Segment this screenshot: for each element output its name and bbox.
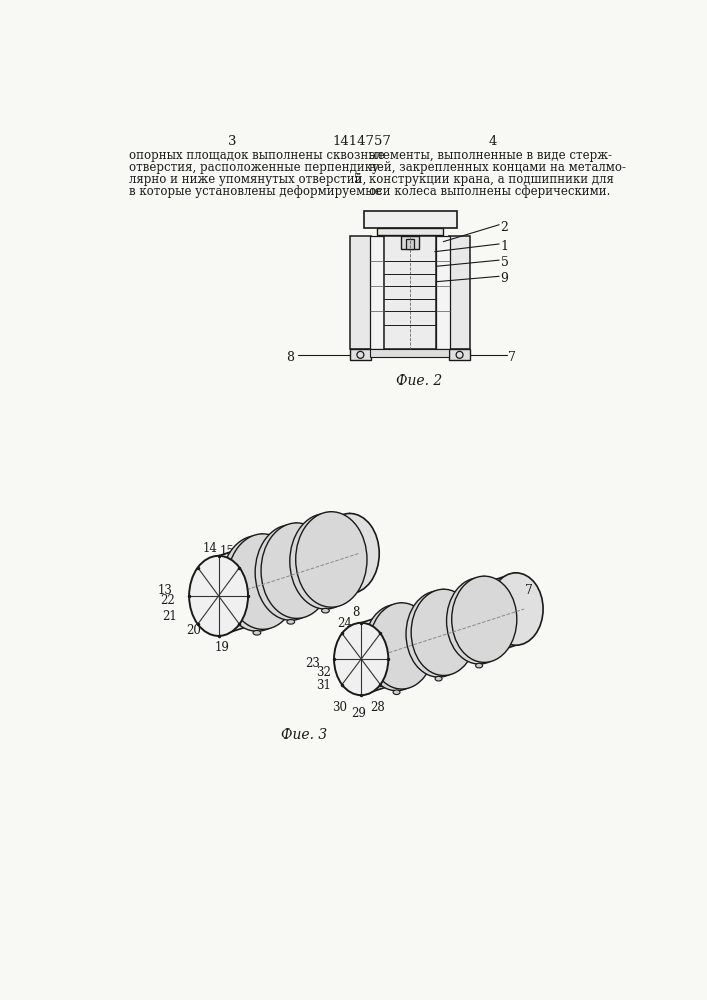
Polygon shape [361, 573, 516, 695]
Bar [406, 239, 414, 249]
Text: 30: 30 [332, 701, 348, 714]
Text: ней, закрепленных концами на металмо-: ней, закрепленных концами на металмо- [369, 161, 626, 174]
Polygon shape [438, 589, 444, 677]
Ellipse shape [261, 523, 332, 618]
Ellipse shape [189, 556, 248, 636]
Text: 18: 18 [245, 618, 259, 631]
Text: 29: 29 [351, 707, 366, 720]
Text: 13: 13 [157, 584, 172, 597]
Bar [402, 235, 419, 249]
Text: 17: 17 [247, 600, 262, 613]
Text: 26: 26 [387, 663, 402, 676]
Text: 5: 5 [501, 256, 508, 269]
Text: 8: 8 [286, 351, 294, 364]
Polygon shape [479, 576, 484, 664]
Ellipse shape [296, 512, 367, 607]
Text: Фие. 3: Фие. 3 [281, 728, 327, 742]
Polygon shape [257, 534, 263, 631]
Bar [384, 235, 436, 349]
Bar [436, 235, 450, 349]
Text: 1: 1 [501, 240, 508, 253]
Text: 22: 22 [160, 594, 175, 607]
Text: элементы, выполненные в виде стерж-: элементы, выполненные в виде стерж- [369, 149, 612, 162]
Ellipse shape [406, 591, 471, 677]
Text: 20: 20 [186, 624, 201, 637]
Ellipse shape [253, 630, 261, 635]
Text: оси колеса выполнены сферическими.: оси колеса выполнены сферическими. [369, 185, 610, 198]
Ellipse shape [334, 623, 388, 695]
Text: 21: 21 [162, 610, 177, 623]
Text: 32: 32 [316, 666, 331, 679]
Text: 7: 7 [525, 584, 533, 597]
Text: 4: 4 [489, 135, 497, 148]
Text: 3: 3 [228, 135, 236, 148]
Text: 2: 2 [501, 221, 508, 234]
Ellipse shape [227, 534, 298, 629]
Text: 24: 24 [337, 617, 351, 630]
Text: лярно и ниже упомянутых отверстий,: лярно и ниже упомянутых отверстий, [129, 173, 366, 186]
Ellipse shape [322, 608, 329, 613]
Text: в которые установлены деформируемые: в которые установлены деформируемые [129, 185, 381, 198]
Bar [449, 235, 470, 349]
Text: конструкции крана, а подшипники для: конструкции крана, а подшипники для [369, 173, 614, 186]
Bar [370, 349, 449, 357]
Polygon shape [218, 513, 350, 636]
Text: 14: 14 [202, 542, 217, 555]
Text: 9: 9 [501, 272, 508, 285]
Ellipse shape [364, 604, 429, 691]
Ellipse shape [411, 589, 477, 675]
Text: 25: 25 [391, 643, 406, 656]
Ellipse shape [255, 525, 327, 620]
Text: 16: 16 [247, 584, 262, 597]
Ellipse shape [369, 603, 434, 689]
Polygon shape [397, 603, 402, 691]
Text: 1414757: 1414757 [332, 135, 392, 148]
Ellipse shape [287, 620, 295, 624]
Ellipse shape [290, 514, 361, 609]
Text: 28: 28 [370, 701, 385, 714]
Ellipse shape [452, 576, 517, 662]
Ellipse shape [221, 536, 293, 631]
Text: 15: 15 [220, 545, 235, 558]
Ellipse shape [393, 690, 400, 695]
Text: 23: 23 [305, 657, 320, 670]
Text: Фие. 2: Фие. 2 [396, 374, 443, 388]
Text: опорных площадок выполнены сквозные: опорных площадок выполнены сквозные [129, 149, 385, 162]
Bar [349, 349, 371, 360]
Ellipse shape [447, 578, 512, 664]
Bar [377, 228, 443, 235]
Bar [370, 235, 384, 349]
Bar [349, 235, 371, 349]
Ellipse shape [476, 663, 483, 668]
Polygon shape [325, 512, 332, 609]
Text: 8: 8 [352, 606, 359, 619]
Polygon shape [291, 523, 297, 620]
Text: 27: 27 [387, 679, 402, 692]
Text: 5: 5 [354, 173, 362, 186]
Text: 19: 19 [214, 641, 229, 654]
Text: отверстия, расположенные перпендику-: отверстия, расположенные перпендику- [129, 161, 382, 174]
Bar [363, 211, 457, 228]
Ellipse shape [489, 573, 543, 645]
Bar [449, 349, 470, 360]
Ellipse shape [320, 513, 379, 594]
Ellipse shape [435, 676, 442, 681]
Text: 31: 31 [316, 679, 331, 692]
Text: 7: 7 [508, 351, 516, 364]
